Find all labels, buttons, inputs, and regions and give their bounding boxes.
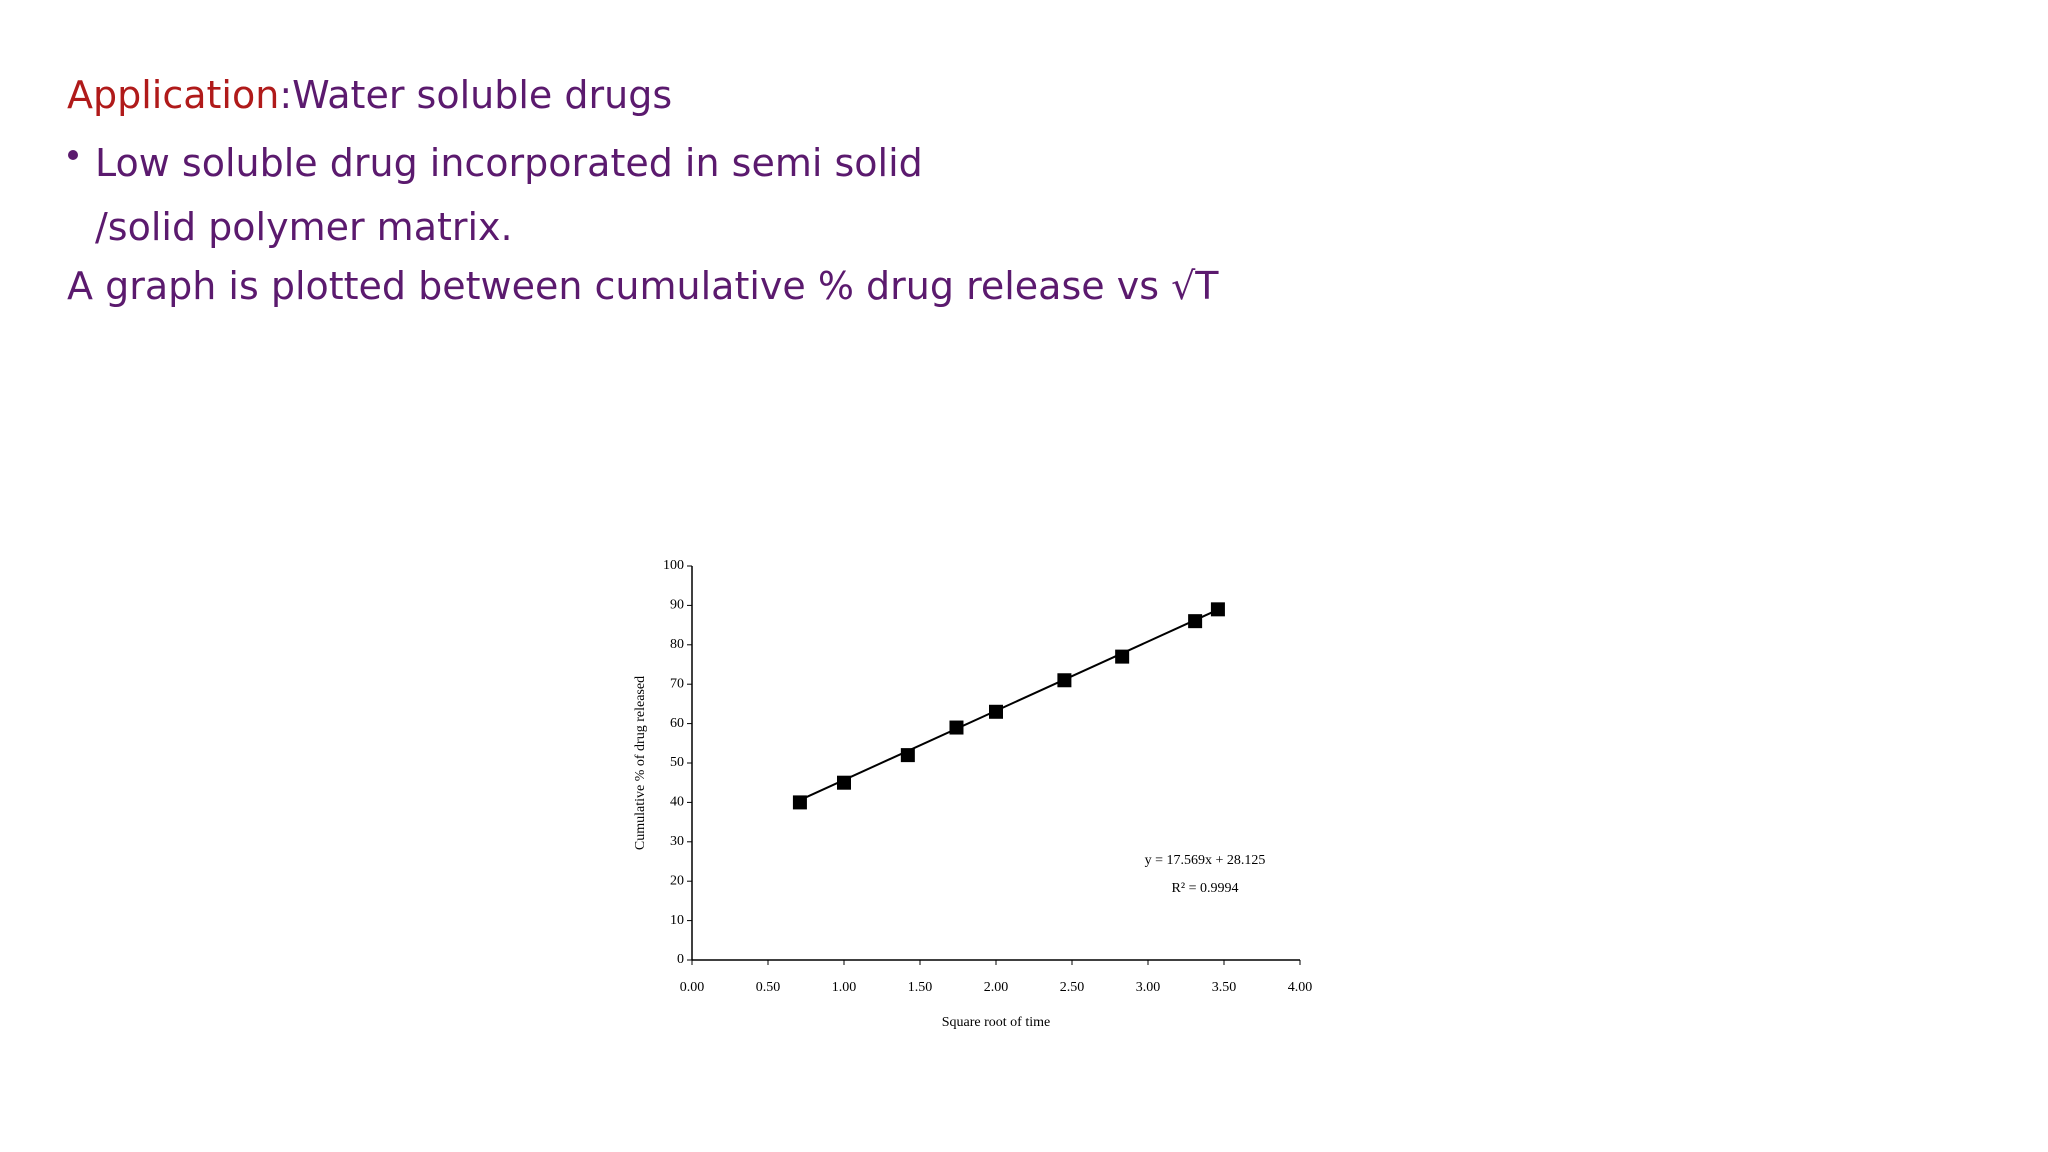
point: [1057, 673, 1072, 688]
y-axis-title: Cumulative % of drug released: [633, 676, 648, 850]
y-tick-label: 40: [670, 795, 684, 810]
heading: Application:Water soluble drugs: [67, 72, 672, 118]
note: A graph is plotted between cumulative % …: [67, 264, 1219, 308]
y-tick-label: 50: [670, 755, 684, 770]
point: [949, 720, 964, 735]
y-tick-label: 100: [663, 558, 684, 573]
x-tick-label: 3.50: [1212, 980, 1237, 995]
x-tick-label: 0.50: [756, 980, 781, 995]
y-tick-label: 10: [670, 913, 684, 928]
y-tick-label: 0: [677, 952, 684, 967]
x-tick-label: 1.00: [832, 980, 857, 995]
bullet-dot: [68, 150, 78, 160]
annotation: R² = 0.9994: [1172, 881, 1239, 896]
annotation: y = 17.569x + 28.125: [1145, 853, 1266, 868]
x-axis-title: Square root of time: [942, 1015, 1050, 1030]
bullet-text: Low soluble drug incorporated in semi so…: [95, 141, 923, 249]
y-tick-label: 70: [670, 676, 684, 691]
x-tick-label: 3.00: [1136, 980, 1161, 995]
y-tick-label: 30: [670, 834, 684, 849]
x-tick-label: 0.00: [680, 980, 705, 995]
x-tick-label: 2.00: [984, 980, 1009, 995]
point: [837, 775, 851, 790]
point: [1188, 614, 1203, 629]
point: [792, 795, 807, 810]
y-tick-label: 20: [670, 873, 684, 888]
heading-text: :Water soluble drugs: [279, 73, 673, 117]
y-tick-label: 60: [670, 716, 684, 731]
point: [1210, 602, 1225, 617]
x-tick-label: 1.50: [908, 980, 933, 995]
x-tick-label: 4.00: [1288, 980, 1313, 995]
y-tick-label: 90: [670, 598, 684, 613]
x-tick-label: 2.50: [1060, 980, 1085, 995]
point: [1115, 649, 1130, 664]
y-tick-label: 80: [670, 637, 684, 652]
point: [900, 748, 915, 763]
point: [989, 704, 1003, 719]
heading-label: Application: [67, 73, 280, 117]
trendline: [799, 608, 1219, 801]
